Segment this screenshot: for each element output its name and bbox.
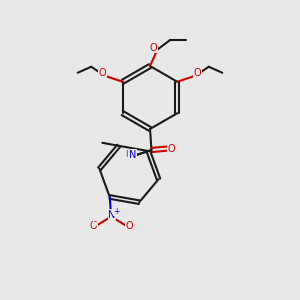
Text: O: O xyxy=(98,68,106,78)
Text: N: N xyxy=(108,210,116,220)
Text: O: O xyxy=(150,43,158,53)
Text: +: + xyxy=(113,207,120,216)
Text: O: O xyxy=(125,221,133,231)
Text: O: O xyxy=(194,68,202,78)
Text: O: O xyxy=(168,143,176,154)
Text: O: O xyxy=(90,221,97,231)
Text: H: H xyxy=(125,150,131,159)
Text: -: - xyxy=(94,217,97,226)
Text: N: N xyxy=(129,149,136,160)
